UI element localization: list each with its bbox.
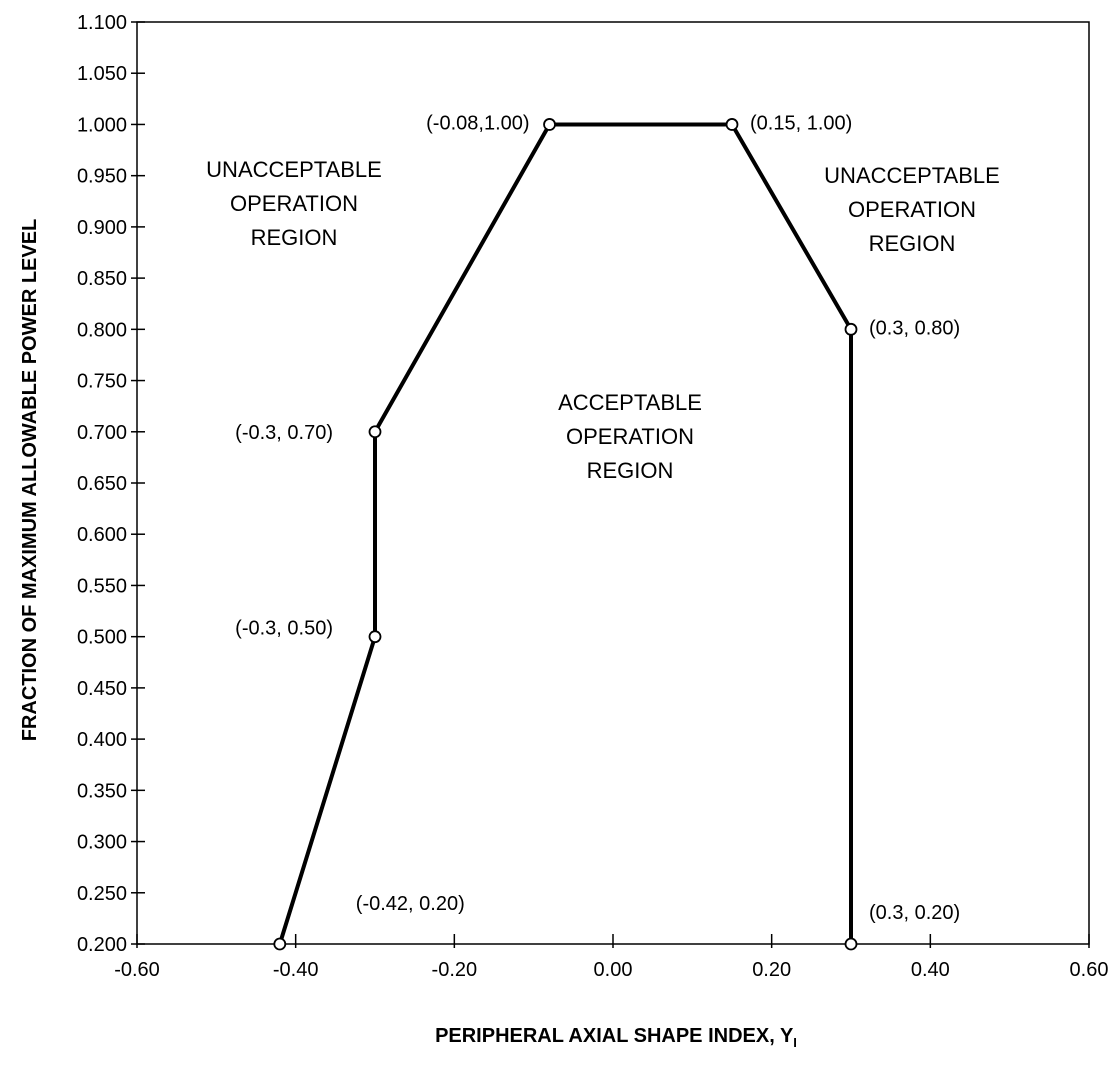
point-label: (0.3, 0.20) [869,902,960,924]
y-tick-label: 1.000 [77,114,127,136]
y-tick-label: 0.650 [77,473,127,495]
y-tick-label: 1.050 [77,63,127,85]
unacceptable-right-label: OPERATION [848,197,976,222]
acceptable-region-label: REGION [587,458,674,483]
x-tick-label: 0.60 [1070,959,1109,981]
data-point [273,937,287,951]
x-tick-label: -0.40 [273,959,319,981]
data-point [844,937,858,951]
x-tick-label: 0.00 [594,959,633,981]
unacceptable-right-label: REGION [869,231,956,256]
y-axis-ticks: 0.200 0.250 0.300 0.350 0.400 0.450 0.500 0.550… [77,12,145,956]
unacceptable-left-label: UNACCEPTABLE [206,157,382,182]
y-tick-label: 0.400 [77,729,127,751]
y-tick-label: 0.800 [77,319,127,341]
data-point [543,118,556,131]
point-labels: (-0.42, 0.20) (-0.3, 0.50) (-0.3, 0.70) (-0… [235,112,960,924]
unacceptable-left-label: REGION [251,225,338,250]
data-point [844,322,858,336]
point-label: (-0.3, 0.70) [235,422,333,444]
y-tick-label: 0.750 [77,371,127,393]
x-tick-label: 0.40 [911,959,950,981]
series [273,118,858,951]
y-tick-label: 0.600 [77,524,127,546]
data-point [368,630,382,644]
y-tick-label: 0.850 [77,268,127,290]
x-axis-ticks: -0.60 -0.40 -0.20 0.00 0.20 0.40 0.60 [114,934,1108,981]
y-tick-label: 0.500 [77,627,127,649]
data-point [725,118,739,131]
y-tick-label: 0.700 [77,422,127,444]
x-axis-title-main: PERIPHERAL AXIAL SHAPE INDEX, Y [435,1025,794,1047]
acceptable-region-label: ACCEPTABLE [558,390,702,415]
y-tick-label: 0.950 [77,166,127,188]
y-tick-label: 0.350 [77,780,127,802]
point-label: (-0.08,1.00) [426,112,529,134]
y-axis-title: FRACTION OF MAXIMUM ALLOWABLE POWER LEVE… [19,219,41,742]
x-tick-label: -0.20 [432,959,478,981]
point-label: (-0.42, 0.20) [356,893,465,915]
x-tick-label: -0.60 [114,959,160,981]
y-tick-label: 0.300 [77,832,127,854]
boundary-line [277,122,853,945]
unacceptable-left-label: OPERATION [230,191,358,216]
acceptable-region-label: OPERATION [566,424,694,449]
point-label: (-0.3, 0.50) [235,618,333,640]
y-tick-label: 0.900 [77,217,127,239]
y-tick-label: 0.200 [77,934,127,956]
x-axis-title: PERIPHERAL AXIAL SHAPE INDEX, YI [435,1025,797,1050]
y-tick-label: 0.450 [77,678,127,700]
y-tick-label: 0.550 [77,575,127,597]
y-tick-label: 1.100 [77,12,127,34]
data-point [368,425,382,439]
y-tick-label: 0.250 [77,883,127,905]
unacceptable-right-label: UNACCEPTABLE [824,163,1000,188]
point-label: (0.15, 1.00) [750,112,852,134]
point-label: (0.3, 0.80) [869,317,960,339]
x-axis-title-subscript: I [793,1035,797,1050]
x-tick-label: 0.20 [752,959,791,981]
region-labels: UNACCEPTABLE OPERATION REGION UNACCEPTABLE O… [206,157,1000,483]
